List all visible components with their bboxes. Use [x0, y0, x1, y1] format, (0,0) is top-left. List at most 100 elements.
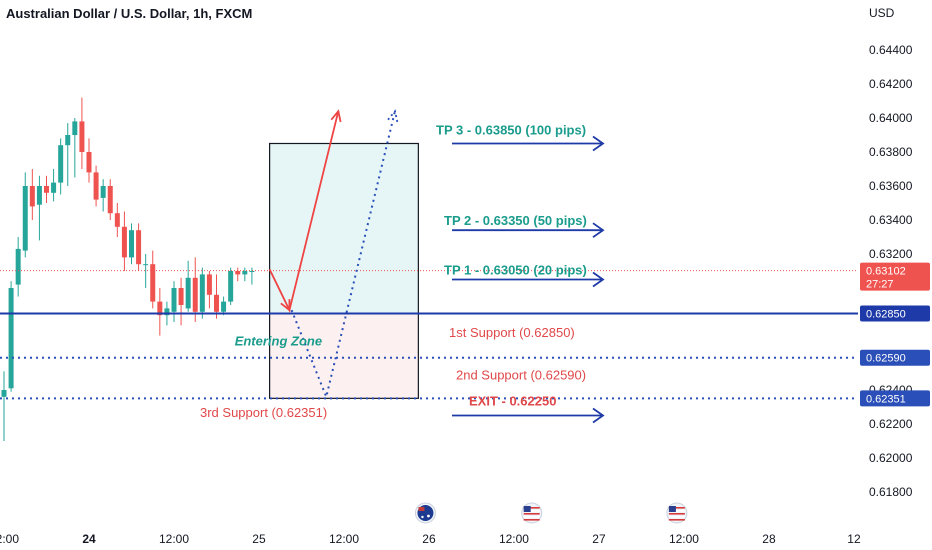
- candle-body: [79, 121, 85, 152]
- x-tick-label: 25: [252, 532, 266, 546]
- support-label: 2nd Support (0.62590): [456, 368, 586, 383]
- target-label: TP 2 - 0.63350 (50 pips): [444, 213, 587, 228]
- position-box-layer: [269, 142, 419, 399]
- candle-body: [192, 277, 198, 312]
- candle-body: [100, 186, 106, 198]
- candle-body: [136, 230, 142, 265]
- exit-arrow-head: [592, 407, 605, 424]
- x-tick-label: 12: [847, 532, 861, 546]
- current-price-text: 0.63102: [866, 266, 906, 278]
- x-tick-label: 12:00: [159, 532, 189, 546]
- flag-stripe: [523, 519, 540, 521]
- drawings-layer: [268, 109, 605, 424]
- flag-stripe: [523, 507, 540, 509]
- flag-canton: [418, 507, 425, 511]
- flag-stripe: [523, 513, 540, 515]
- candle-body: [157, 301, 163, 316]
- target-arrow-head: [592, 222, 605, 238]
- candle-body: [1, 390, 7, 397]
- candle-body: [29, 186, 35, 207]
- candle-body: [8, 288, 14, 389]
- candle-body: [15, 248, 21, 285]
- level-price-tag-text: 0.62351: [866, 393, 906, 405]
- x-tick-label: 26: [422, 532, 436, 546]
- candle-body: [44, 186, 50, 193]
- x-tick-label: 28: [762, 532, 776, 546]
- candle-body: [114, 213, 120, 227]
- level-price-tag: [860, 305, 930, 322]
- level-price-tag: [860, 349, 930, 366]
- bar-countdown-text: 27:27: [866, 279, 894, 291]
- flag-stripe: [523, 516, 540, 518]
- y-tick-label: 0.63600: [869, 179, 913, 193]
- y-tick-label: 0.62000: [869, 451, 913, 465]
- candle-body: [235, 271, 241, 275]
- flag-stripe: [668, 507, 685, 509]
- flag-stripe: [668, 513, 685, 515]
- projection-arrowhead: [330, 109, 342, 123]
- candle-body: [164, 308, 170, 316]
- axis-layer: 0.618000.620000.622000.624000.632000.634…: [0, 43, 913, 546]
- candle-body: [128, 230, 134, 258]
- flag-stripe: [668, 510, 685, 512]
- current-price-tag: [860, 262, 930, 291]
- candle-body: [72, 121, 78, 135]
- flag-star: [421, 515, 424, 519]
- position-profit-zone: [269, 143, 419, 314]
- candle-body: [22, 186, 28, 251]
- x-tick-label: 12:00: [0, 532, 19, 546]
- candle-body: [199, 274, 205, 312]
- x-tick-label: 12:00: [329, 532, 359, 546]
- candles-layer: [1, 97, 255, 441]
- candle-body: [107, 186, 113, 214]
- target-label: TP 1 - 0.63050 (20 pips): [444, 263, 587, 278]
- annotation-layer: TP 3 - 0.63850 (100 pips) TP 2 - 0.63350 …: [200, 123, 587, 421]
- candle-body: [206, 274, 212, 295]
- level-price-tag: [860, 390, 930, 407]
- candle-body: [221, 301, 227, 312]
- candle-body: [171, 288, 177, 312]
- level-price-tag-text: 0.62590: [866, 353, 906, 365]
- level-price-tag-text: 0.62850: [866, 309, 906, 321]
- y-tick-label: 0.61800: [869, 485, 913, 499]
- flag-stripe: [668, 516, 685, 518]
- candle-body: [86, 152, 92, 173]
- candle-body: [121, 226, 127, 258]
- entering-zone-label: Entering Zone: [235, 334, 322, 349]
- y-tick-label: 0.64200: [869, 77, 913, 91]
- y-tick-label: 0.63200: [869, 247, 913, 261]
- y-tick-label: 0.63400: [869, 213, 913, 227]
- x-tick-label: 12:00: [499, 532, 529, 546]
- flag-star: [427, 514, 430, 518]
- y-tick-label: 0.62200: [869, 417, 913, 431]
- flag-canton: [668, 506, 676, 512]
- y-tick-label: 0.64400: [869, 43, 913, 57]
- candle-body: [51, 182, 57, 193]
- flag-stripe: [523, 510, 540, 512]
- candle-body: [249, 271, 255, 272]
- candle-body: [65, 135, 71, 146]
- x-tick-label: 27: [592, 532, 606, 546]
- candle-body: [242, 271, 248, 275]
- flag-stripe: [668, 519, 685, 521]
- chart-title: Australian Dollar / U.S. Dollar, 1h, FXC…: [6, 6, 252, 21]
- candle-body: [178, 288, 184, 305]
- levels-layer: [0, 270, 858, 400]
- currency-label: USD: [869, 6, 895, 20]
- candle-body: [185, 277, 191, 309]
- x-tick-label: 12:00: [669, 532, 699, 546]
- target-arrow-head: [592, 135, 605, 152]
- projection-dotted-path: [290, 110, 396, 401]
- exit-label: EXIT - 0.62250: [469, 394, 556, 409]
- y-tick-label: 0.64000: [869, 111, 913, 125]
- candle-body: [228, 271, 234, 302]
- flag-canton: [523, 506, 531, 512]
- projection-arrowhead: [280, 299, 291, 312]
- candle-body: [213, 294, 219, 312]
- candle-body: [150, 264, 156, 302]
- projection-dotted-arrowhead: [387, 109, 399, 123]
- support-label: 1st Support (0.62850): [449, 325, 575, 340]
- target-arrow-head: [592, 271, 605, 288]
